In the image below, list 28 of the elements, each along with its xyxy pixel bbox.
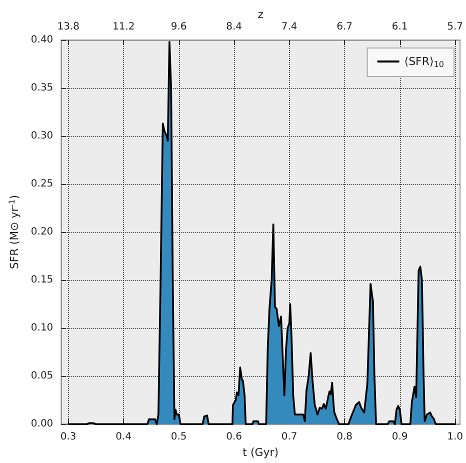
y-axis-title: SFR (M⊙ yr-1) [8, 194, 21, 270]
x-tick-label: 0.7 [281, 432, 298, 443]
x-tick-label: 0.6 [226, 432, 242, 443]
text: 8.4 [226, 22, 242, 32]
y-tick-label: 0.00 [30, 418, 54, 430]
x-tick-label: 0.3 [60, 432, 76, 443]
y-tick-label: 0.20 [30, 226, 54, 238]
x-tick-label: 0.8 [336, 432, 353, 443]
y-tick-label: 0.15 [30, 274, 54, 286]
y-tick-label: 0.05 [30, 370, 54, 382]
text: 5.7 [447, 22, 464, 32]
x-axis-title: t (Gyr) [242, 446, 279, 459]
text: 7.4 [281, 22, 298, 32]
x-tick-label: 0.4 [116, 432, 132, 443]
x-tick-label: 0.9 [392, 432, 408, 443]
y-tick-label: 0.25 [30, 178, 54, 190]
y-tick-label: 0.40 [30, 34, 54, 46]
y-tick-label: 0.30 [30, 130, 54, 142]
y-tick-label: 0.35 [30, 82, 54, 94]
text: 6.1 [392, 22, 408, 32]
text: 9.6 [170, 22, 187, 32]
text: 11.2 [112, 22, 135, 32]
text: 13.8 [57, 22, 80, 32]
y-tick-label: 0.10 [30, 322, 54, 334]
x-tick-label: 1.0 [447, 432, 464, 443]
text: 6.7 [336, 22, 353, 32]
x-tick-label: 0.5 [170, 432, 187, 443]
x2-axis-title: z [258, 8, 264, 21]
